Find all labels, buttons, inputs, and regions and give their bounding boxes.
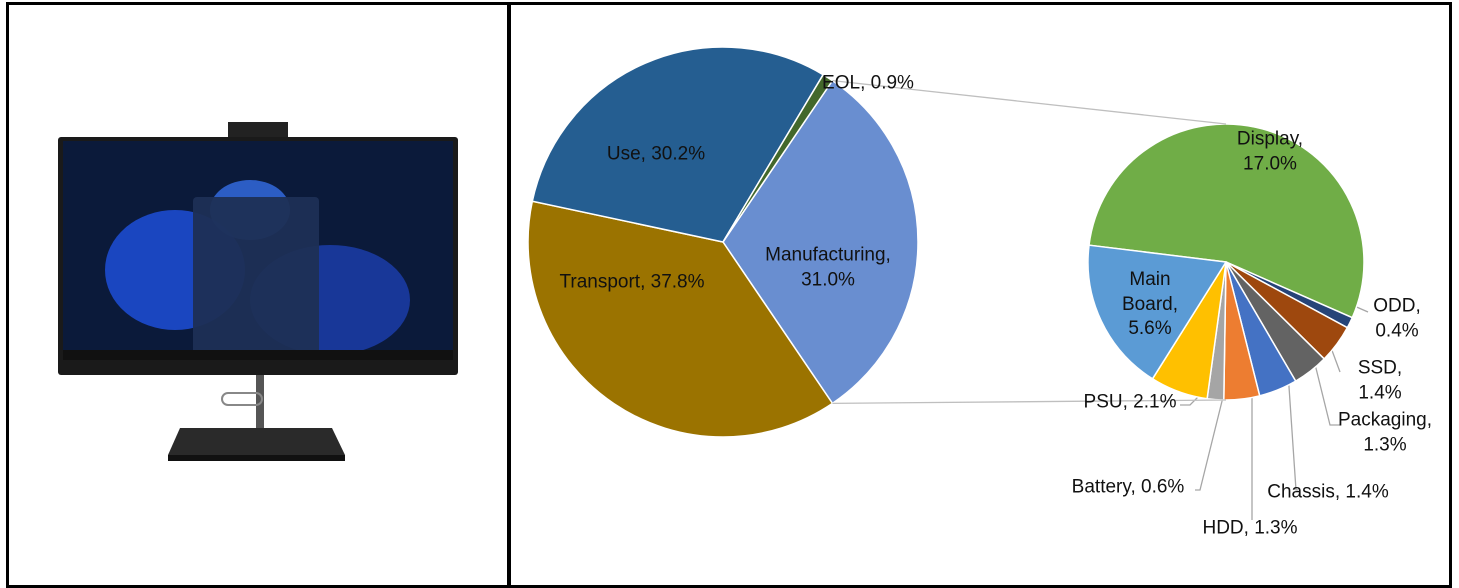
data-label: HDD, 1.3%	[1202, 517, 1297, 542]
data-label: Battery, 0.6%	[1072, 476, 1185, 501]
data-label: Transport, 37.8%	[559, 271, 704, 296]
data-label: PSU, 2.1%	[1084, 391, 1177, 416]
data-label: ODD, 0.4%	[1373, 294, 1421, 343]
page: (() => { const data = JSON.parse(documen…	[0, 0, 1459, 588]
data-label: Display, 17.0%	[1237, 127, 1303, 176]
data-label: Manufacturing, 31.0%	[765, 243, 891, 292]
computer-image	[58, 122, 458, 461]
pie	[528, 47, 918, 437]
data-label: Main Board, 5.6%	[1122, 268, 1178, 342]
data-label: EOL, 0.9%	[822, 72, 914, 97]
canvas	[0, 0, 1459, 588]
data-label: SSD, 1.4%	[1341, 356, 1420, 405]
data-label: Use, 30.2%	[607, 143, 705, 168]
pie	[1088, 124, 1364, 400]
data-label: Chassis, 1.4%	[1267, 481, 1388, 506]
data-label: Packaging, 1.3%	[1338, 408, 1432, 457]
